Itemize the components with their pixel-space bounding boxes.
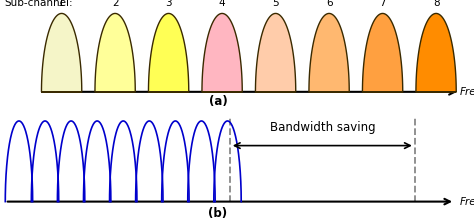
Text: Frequency: Frequency — [460, 87, 474, 97]
Text: 2: 2 — [112, 0, 118, 8]
Text: Sub-channel:: Sub-channel: — [5, 0, 73, 8]
Polygon shape — [95, 13, 135, 92]
Polygon shape — [255, 13, 296, 92]
Polygon shape — [416, 13, 456, 92]
Text: 6: 6 — [326, 0, 332, 8]
Text: 4: 4 — [219, 0, 226, 8]
Polygon shape — [309, 13, 349, 92]
Text: 8: 8 — [433, 0, 439, 8]
Polygon shape — [202, 13, 242, 92]
Text: 3: 3 — [165, 0, 172, 8]
Polygon shape — [41, 13, 82, 92]
Text: Frequency: Frequency — [460, 197, 474, 207]
Text: 1: 1 — [58, 0, 65, 8]
Polygon shape — [148, 13, 189, 92]
Text: 7: 7 — [379, 0, 386, 8]
Text: 5: 5 — [272, 0, 279, 8]
Text: (a): (a) — [209, 95, 228, 108]
Text: (b): (b) — [209, 207, 228, 220]
Text: Bandwidth saving: Bandwidth saving — [270, 121, 375, 134]
Polygon shape — [363, 13, 403, 92]
